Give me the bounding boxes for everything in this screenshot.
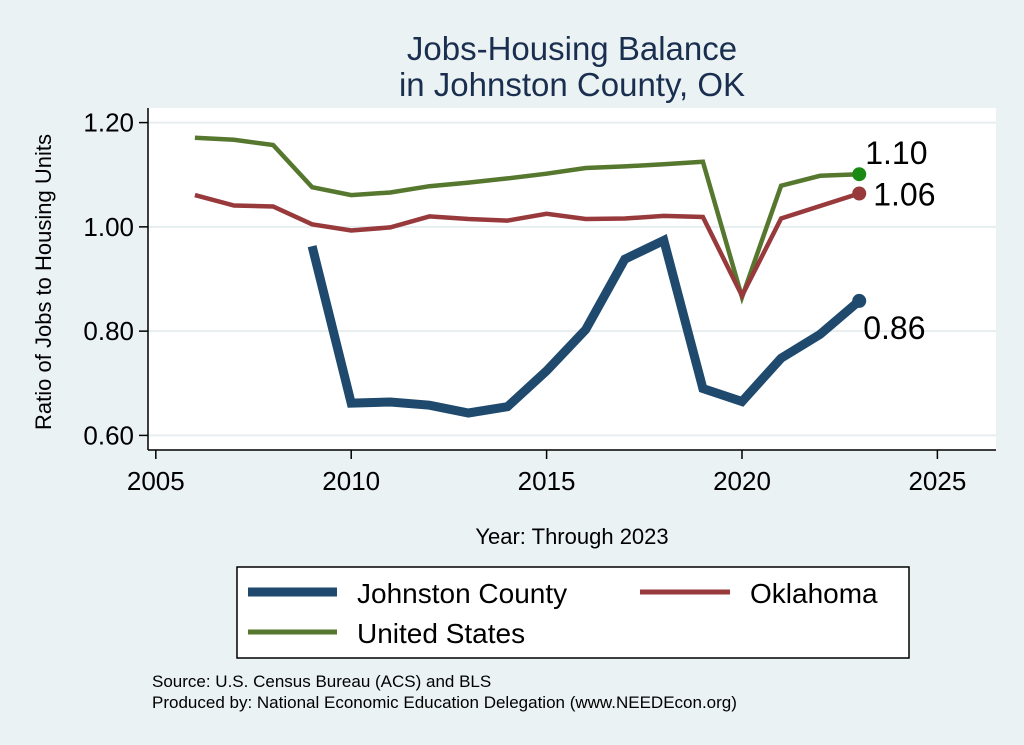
end-dot-johnston-county	[852, 293, 867, 308]
x-ticks: 2005 2010 2015 2020 2025	[127, 450, 966, 496]
end-dot-oklahoma	[852, 186, 867, 201]
legend-box	[236, 566, 910, 659]
end-dot-united-states	[852, 167, 867, 182]
gridlines	[148, 121, 996, 437]
end-label-united-states: 1.10	[865, 135, 927, 171]
legend-label-johnston-county: Johnston County	[357, 578, 567, 609]
series-line-johnston-county	[307, 233, 863, 418]
legend-label-united-states: United States	[357, 618, 525, 649]
chart-title-line1: Jobs-Housing Balance	[407, 30, 737, 67]
x-tick-label: 2015	[518, 466, 576, 496]
x-tick-label: 2005	[127, 466, 185, 496]
y-axis-label: Ratio of Jobs to Housing Units	[31, 134, 56, 430]
series-line-oklahoma	[194, 191, 860, 301]
y-tick-label: 1.20	[83, 108, 134, 138]
legend-label-oklahoma: Oklahoma	[750, 578, 878, 609]
y-tick-label: 0.60	[83, 420, 134, 450]
producer-line: Produced by: National Economic Education…	[152, 693, 737, 712]
y-tick-label: 0.80	[83, 316, 134, 346]
x-tick-label: 2020	[713, 466, 771, 496]
x-axis-label: Year: Through 2023	[475, 524, 668, 549]
chart-title-line2: in Johnston County, OK	[399, 66, 745, 103]
y-ticks: 0.60 0.80 1.00 1.20	[83, 108, 148, 450]
x-tick-label: 2010	[322, 466, 380, 496]
source-line: Source: U.S. Census Bureau (ACS) and BLS	[152, 672, 491, 691]
end-label-oklahoma: 1.06	[873, 177, 935, 213]
x-tick-label: 2025	[908, 466, 966, 496]
end-label-johnston-county: 0.86	[863, 310, 925, 346]
y-tick-label: 1.00	[83, 212, 134, 242]
series-layer: 1.10 1.06 0.86	[194, 135, 936, 418]
